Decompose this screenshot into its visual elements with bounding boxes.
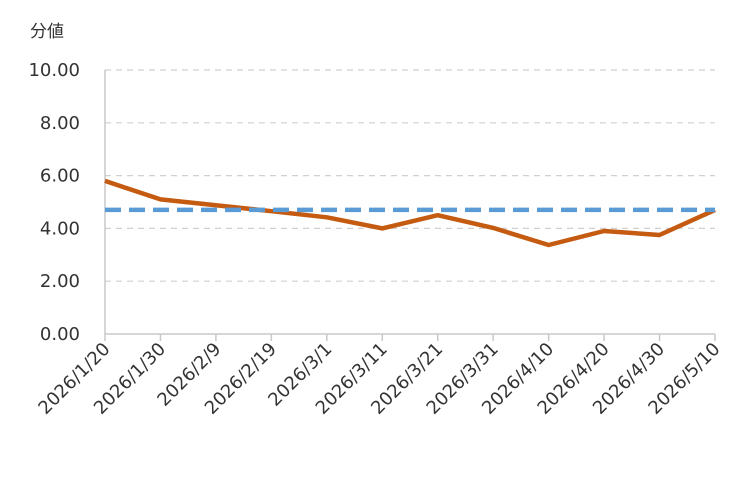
y-tick-labels: 0.00 2.00 4.00 6.00 8.00 10.00: [28, 60, 80, 345]
y-tick-label: 0.00: [40, 324, 80, 345]
data-series-line: [104, 178, 716, 248]
y-tick-label: 4.00: [40, 218, 80, 239]
y-tick-label: 10.00: [28, 60, 80, 81]
y-tick-label: 8.00: [40, 113, 80, 134]
gridlines: [105, 69, 715, 282]
y-tick-label: 6.00: [40, 166, 80, 187]
y-tick-label: 2.00: [40, 271, 80, 292]
series-lines: [104, 178, 716, 248]
x-tick-labels: 2026/1/202026/1/302026/2/92026/2/192026/…: [34, 339, 724, 419]
y-axis-title: 分値: [30, 22, 64, 42]
axes: [104, 70, 716, 341]
